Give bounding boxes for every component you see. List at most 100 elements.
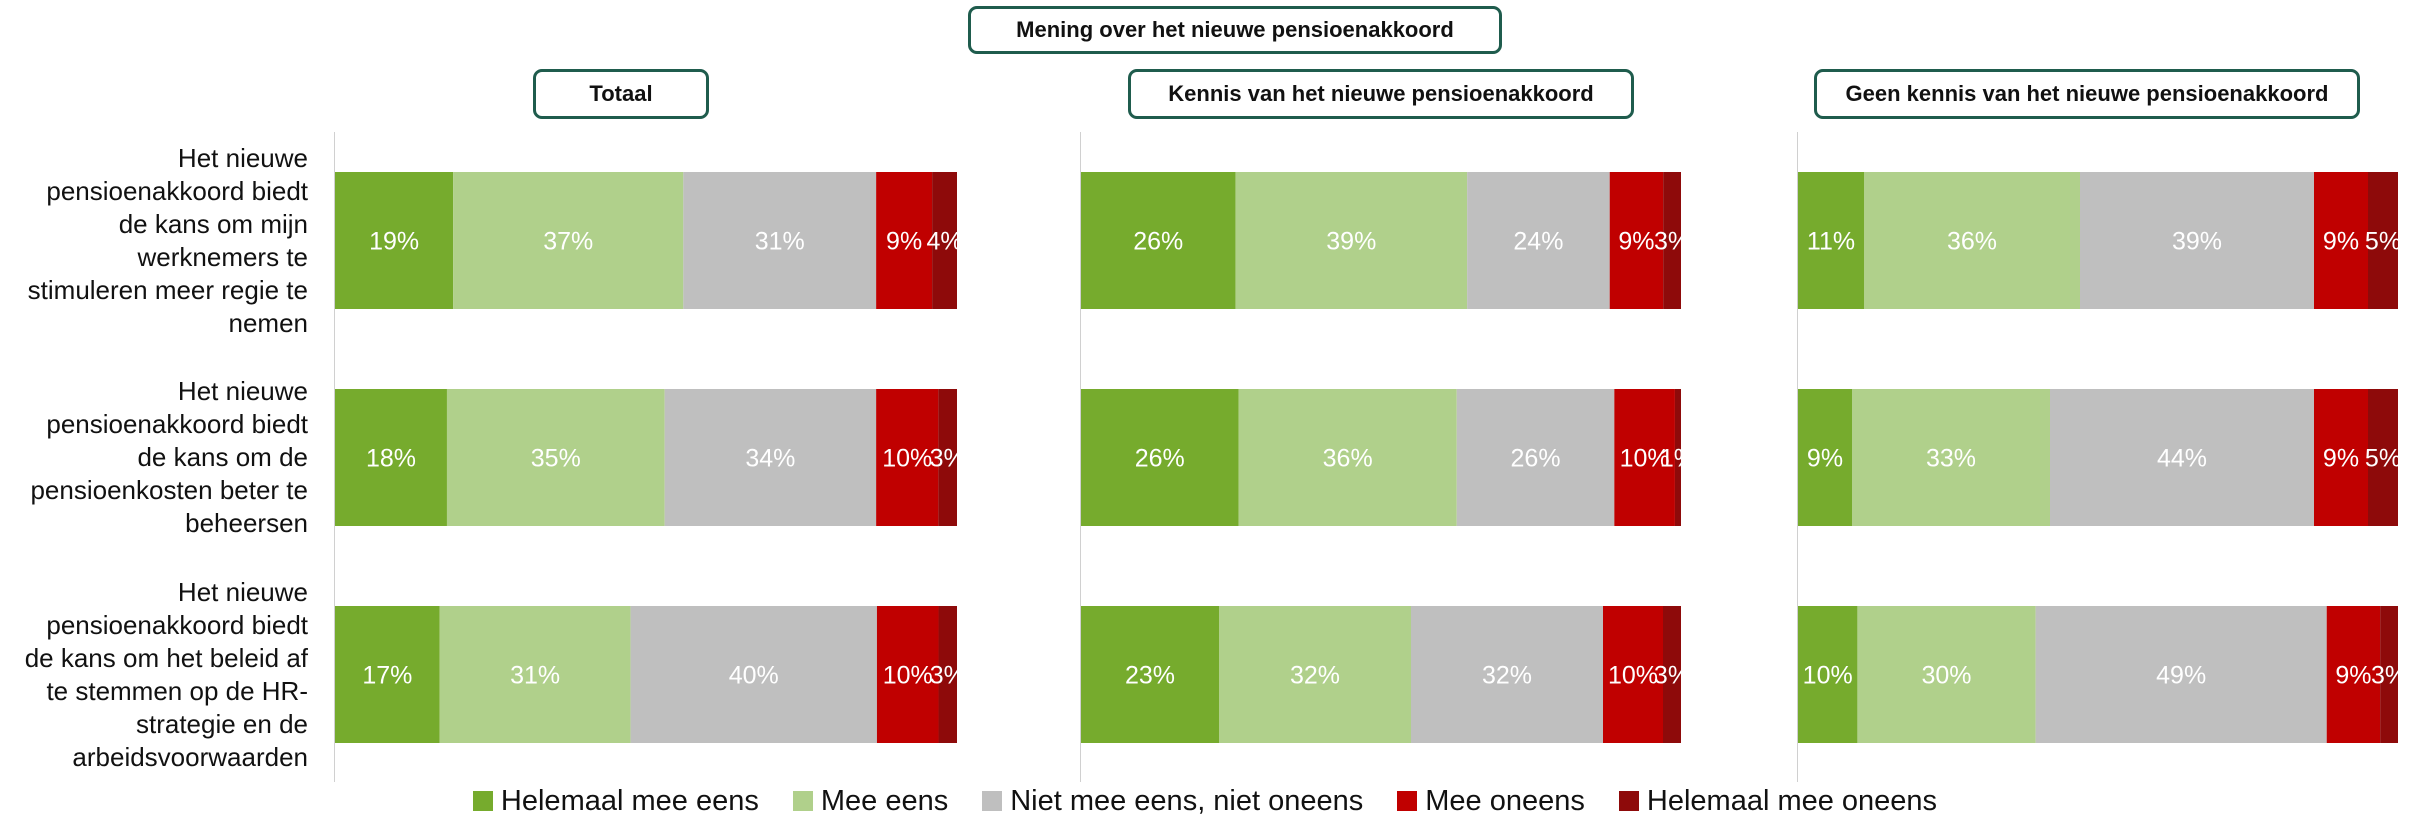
bar-geen-kennis-row1-seg4 xyxy=(2314,172,2368,309)
legend-label: Mee eens xyxy=(820,784,949,817)
category-label-2-line-2: pensioenakkoord biedt xyxy=(46,409,308,439)
category-label-1-line-4: werknemers te xyxy=(137,241,309,272)
data-label-totaal-row3-seg2: 31% xyxy=(510,662,560,690)
data-label-geen-kennis-row3-seg3: 49% xyxy=(2156,662,2206,690)
axis-line-totaal xyxy=(334,132,335,782)
bar-geen-kennis-row1-seg5 xyxy=(2368,172,2398,309)
legend-label: Mee oneens xyxy=(1425,784,1585,817)
bar-kennis-row3-seg2 xyxy=(1219,606,1411,743)
bar-totaal-row3-seg1 xyxy=(335,606,440,743)
bar-kennis-row3-seg1 xyxy=(1081,606,1219,743)
data-label-kennis-row2-seg5: 1% xyxy=(1660,445,1696,473)
data-label-totaal-row2-seg2: 35% xyxy=(531,445,581,473)
bar-kennis-row1-seg1 xyxy=(1081,172,1236,309)
chart-main-title: Mening over het nieuwe pensioenakkoord xyxy=(968,6,1502,54)
bar-geen-kennis-row3-seg4 xyxy=(2326,606,2381,743)
category-label-2-line-3: de kans om de xyxy=(137,442,308,472)
bar-kennis-row1-seg2 xyxy=(1235,172,1468,309)
category-label-1-line-2: pensioenakkoord biedt xyxy=(46,175,308,206)
data-label-geen-kennis-row3-seg5: 3% xyxy=(2371,662,2407,690)
category-label-3-line-1: Het nieuwe xyxy=(177,576,308,607)
data-label-geen-kennis-row1-seg5: 5% xyxy=(2365,228,2401,256)
panel-title-kennis: Kennis van het nieuwe pensioenakkoord xyxy=(1128,69,1634,119)
data-label-kennis-row1-seg4: 9% xyxy=(1618,228,1654,256)
bar-kennis-row2-seg3 xyxy=(1456,389,1615,526)
category-label-3-line-3: de kans om het beleid af xyxy=(24,642,308,673)
bar-kennis-row1-seg4 xyxy=(1609,172,1664,309)
data-label-kennis-row3-seg3: 32% xyxy=(1482,662,1532,690)
bar-totaal-row1-seg1 xyxy=(335,172,454,309)
category-label-3: Het nieuwe pensioenakkoord biedt de kans o… xyxy=(0,576,308,774)
data-label-geen-kennis-row2-seg2: 33% xyxy=(1926,445,1976,473)
legend-item-5: Helemaal mee oneens xyxy=(1618,784,1938,818)
data-label-kennis-row1-seg3: 24% xyxy=(1513,228,1563,256)
legend-item-2: Mee eens xyxy=(792,784,949,818)
bar-geen-kennis-row2-seg3 xyxy=(2050,389,2314,526)
bar-geen-kennis-row2-seg2 xyxy=(1852,389,2050,526)
data-label-kennis-row2-seg3: 26% xyxy=(1511,445,1561,473)
bar-totaal-row2-seg5 xyxy=(938,389,957,526)
data-label-geen-kennis-row2-seg5: 5% xyxy=(2365,445,2401,473)
data-label-totaal-row1-seg3: 31% xyxy=(755,228,805,256)
bar-geen-kennis-row1-seg3 xyxy=(2080,172,2314,309)
panel-title-totaal: Totaal xyxy=(533,69,709,119)
data-label-totaal-row3-seg3: 40% xyxy=(729,662,779,690)
legend-item-4: Mee oneens xyxy=(1397,785,1585,818)
category-label-1-line-3: de kans om mijn xyxy=(118,208,308,239)
data-label-geen-kennis-row2-seg4: 9% xyxy=(2323,445,2359,473)
data-label-geen-kennis-row1-seg2: 36% xyxy=(1947,228,1997,256)
bar-totaal-row2-seg3 xyxy=(664,389,877,526)
data-label-totaal-row1-seg1: 19% xyxy=(369,228,419,256)
data-label-geen-kennis-row3-seg1: 10% xyxy=(1803,662,1853,690)
legend-label: Helemaal mee eens xyxy=(500,784,759,817)
data-label-totaal-row3-seg1: 17% xyxy=(362,662,412,690)
data-label-kennis-row2-seg2: 36% xyxy=(1323,445,1373,473)
bar-kennis-row2-seg5 xyxy=(1674,389,1681,526)
category-label-1-line-1: Het nieuwe xyxy=(177,142,308,173)
bar-geen-kennis-row1-seg1 xyxy=(1798,172,1864,309)
bar-totaal-row2-seg1 xyxy=(335,389,447,526)
bar-totaal-row1-seg3 xyxy=(683,172,877,309)
category-label-3-line-6: arbeidsvoorwaarden xyxy=(72,741,308,772)
bar-geen-kennis-row3-seg2 xyxy=(1857,606,2036,743)
legend-swatch xyxy=(472,791,493,811)
bar-totaal-row3-seg2 xyxy=(439,606,631,743)
data-label-kennis-row3-seg4: 10% xyxy=(1608,662,1658,690)
bar-kennis-row3-seg3 xyxy=(1411,606,1603,743)
bar-totaal-row1-seg2 xyxy=(453,172,684,309)
bar-geen-kennis-row3-seg1 xyxy=(1798,606,1858,743)
bar-kennis-row2-seg2 xyxy=(1238,389,1457,526)
bar-kennis-row2-seg4 xyxy=(1614,389,1675,526)
legend-swatch xyxy=(1618,791,1639,811)
bar-geen-kennis-row2-seg5 xyxy=(2368,389,2398,526)
legend-swatch xyxy=(982,791,1003,811)
legend-item-3: Niet mee eens, niet oneens xyxy=(982,785,1363,818)
bar-totaal-row1-seg5 xyxy=(932,172,957,309)
data-label-kennis-row2-seg4: 10% xyxy=(1620,445,1670,473)
bar-geen-kennis-row2-seg4 xyxy=(2314,389,2368,526)
legend-label: Helemaal mee oneens xyxy=(1646,784,1938,817)
category-label-1-line-6: nemen xyxy=(228,307,309,338)
data-label-kennis-row2-seg1: 26% xyxy=(1135,445,1185,473)
panel-title-geen-kennis: Geen kennis van het nieuwe pensioenakkoo… xyxy=(1814,69,2360,119)
bar-kennis-row1-seg5 xyxy=(1663,172,1681,309)
data-label-geen-kennis-row1-seg1: 11% xyxy=(1807,228,1855,256)
category-label-3-line-4: te stemmen op de HR- xyxy=(46,675,308,706)
data-label-geen-kennis-row3-seg4: 9% xyxy=(2335,662,2371,690)
bar-kennis-row2-seg1 xyxy=(1081,389,1239,526)
bar-totaal-row3-seg3 xyxy=(630,606,877,743)
category-label-1-line-5: stimuleren meer regie te xyxy=(27,274,308,305)
data-label-totaal-row1-seg4: 9% xyxy=(886,228,922,256)
bar-totaal-row2-seg4 xyxy=(876,389,939,526)
category-label-2: Het nieuwe pensioenakkoord biedt de kans o… xyxy=(0,375,308,540)
category-label-2-line-1: Het nieuwe xyxy=(177,376,308,406)
data-label-kennis-row3-seg1: 23% xyxy=(1125,662,1175,690)
data-label-kennis-row1-seg2: 39% xyxy=(1326,228,1376,256)
bar-geen-kennis-row3-seg3 xyxy=(2035,606,2327,743)
category-label-2-line-5: beheersen xyxy=(185,508,308,538)
data-label-totaal-row2-seg3: 34% xyxy=(745,445,795,473)
data-label-totaal-row1-seg5: 4% xyxy=(926,228,962,256)
bar-kennis-row3-seg5 xyxy=(1663,606,1681,743)
bar-totaal-row3-seg5 xyxy=(938,606,957,743)
